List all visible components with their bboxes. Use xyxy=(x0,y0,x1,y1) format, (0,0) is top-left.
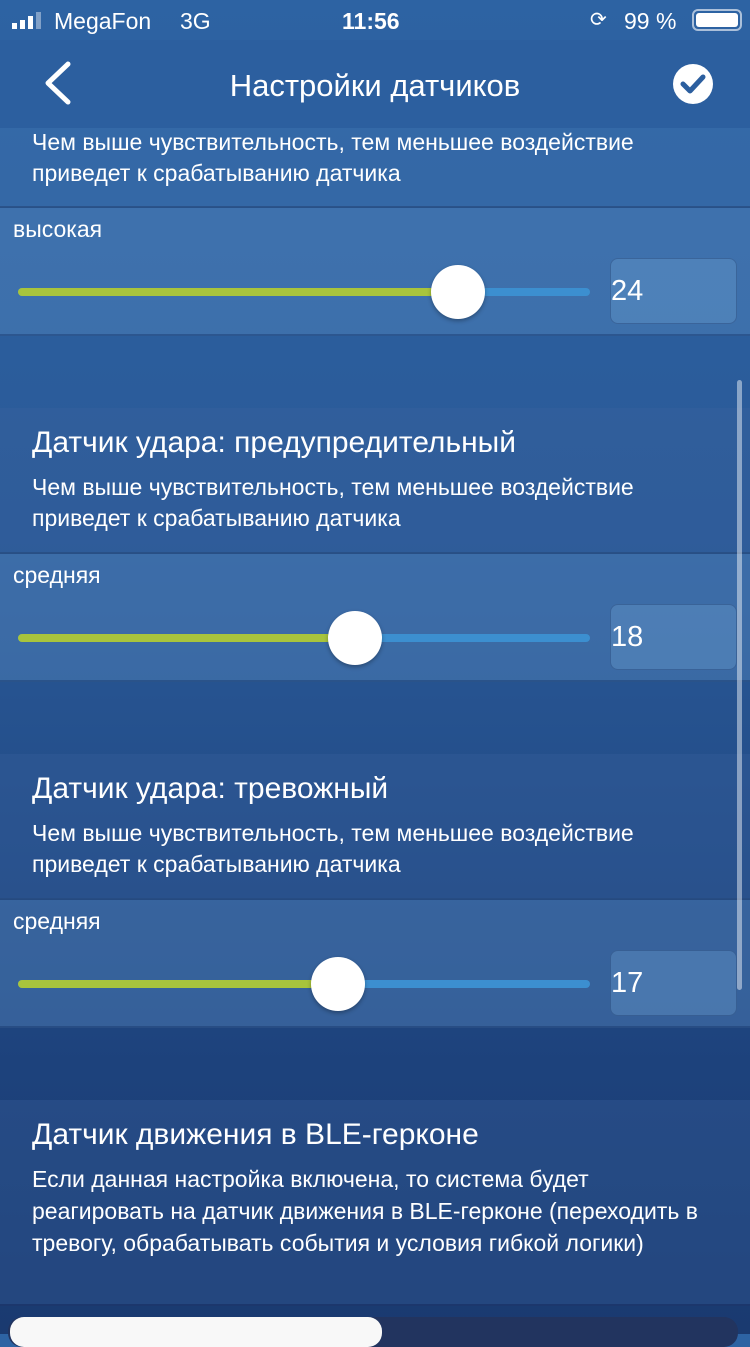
panel-description: Чем выше чувствительность, тем меньшее в… xyxy=(32,474,634,531)
time: 11:56 xyxy=(342,8,400,34)
signal-icon xyxy=(12,12,41,29)
sensitivity-slider[interactable] xyxy=(18,957,590,1011)
slider-fill xyxy=(18,634,356,642)
level-label: высокая xyxy=(13,216,103,242)
sensitivity-slider[interactable] xyxy=(18,265,590,319)
slider-row: средняя 17 xyxy=(0,898,750,1028)
nav-bar: Настройки датчиков xyxy=(0,40,750,128)
status-bar: MegaFon 3G 11:56 ⟳ 99 % xyxy=(0,0,750,40)
panel-title: Датчик удара: тревожный xyxy=(32,772,389,805)
rotation-lock-icon: ⟳ xyxy=(590,9,607,31)
panel-description: Если данная настройка включена, то систе… xyxy=(32,1166,698,1256)
slider-thumb[interactable] xyxy=(328,611,383,665)
value-field[interactable]: 18 xyxy=(610,604,737,670)
panel-title: Датчик удара: предупредительный xyxy=(32,426,516,459)
panel-description: Чем выше чувствительность, тем меньшее в… xyxy=(32,129,634,186)
shock-warning-panel: Датчик удара: предупредительный Чем выше… xyxy=(0,408,750,553)
battery-icon xyxy=(692,9,742,31)
level-label: средняя xyxy=(13,562,101,588)
page-title: Настройки датчиков xyxy=(229,68,521,103)
level-label: средняя xyxy=(13,908,101,934)
sensitivity-slider[interactable] xyxy=(18,611,590,665)
shock-alarm-panel: Датчик удара: тревожный Чем выше чувстви… xyxy=(0,754,750,899)
slider-fill xyxy=(18,980,339,988)
panel-description: Чем выше чувствительность, тем меньшее в… xyxy=(32,820,634,877)
value-field[interactable]: 17 xyxy=(610,950,737,1016)
value-field[interactable]: 24 xyxy=(610,258,737,324)
check-circle-icon[interactable] xyxy=(672,63,714,105)
slider-thumb[interactable] xyxy=(311,957,366,1011)
ble-motion-panel: Датчик движения в BLE-герконе Если данна… xyxy=(0,1100,750,1306)
scrollbar[interactable] xyxy=(737,380,742,990)
chevron-left-icon[interactable] xyxy=(40,60,76,106)
network: 3G xyxy=(180,8,211,34)
carrier: MegaFon xyxy=(54,8,152,34)
slider-row: средняя 18 xyxy=(0,552,750,682)
slider-fill xyxy=(18,288,459,296)
panel-title: Датчик движения в BLE-герконе xyxy=(32,1118,479,1151)
sensitivity-panel: Чем выше чувствительность, тем меньшее в… xyxy=(0,128,750,207)
slider-thumb[interactable] xyxy=(431,265,486,319)
toggle-segmented-control[interactable] xyxy=(8,1317,738,1347)
battery-percent: 99 % xyxy=(624,8,677,34)
slider-row: высокая 24 xyxy=(0,206,750,336)
toggle-segment-selected[interactable] xyxy=(10,1317,382,1347)
